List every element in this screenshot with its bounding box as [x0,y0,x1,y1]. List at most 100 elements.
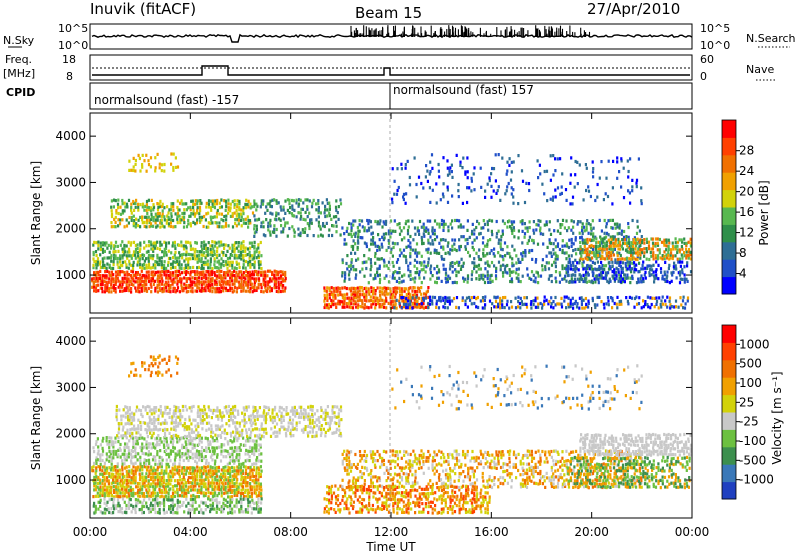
heat-cell [154,166,157,170]
heat-cell [214,476,217,480]
heat-cell [256,466,259,470]
heat-cell [509,225,512,229]
heat-cell [508,163,511,167]
heat-cell [488,218,491,222]
heat-cell [194,247,197,252]
heat-cell [277,280,280,284]
freq-label: Freq. [5,53,32,66]
heat-cell [104,276,107,280]
heat-cell [160,471,163,475]
heat-cell [302,230,305,234]
heat-cell [192,206,195,210]
heat-cell [137,283,140,287]
heat-cell [570,254,573,258]
heat-cell [150,243,153,247]
heat-cell [226,505,229,509]
heat-cell [670,305,673,309]
heat-cell [343,242,346,246]
heat-cell [357,232,360,237]
heat-cell [638,229,641,233]
heat-cell [335,305,338,309]
heat-cell [215,277,218,281]
heat-cell [128,168,131,172]
heat-cell [249,260,252,264]
heat-cell [184,472,187,476]
heat-cell [312,198,315,202]
heat-cell [138,478,142,482]
heat-cell [381,235,384,239]
heat-cell [312,234,315,238]
heat-cell [123,481,126,485]
heat-cell [250,468,254,472]
heat-cell [460,235,463,239]
heat-cell [350,267,353,271]
heat-cell [563,299,566,303]
heat-cell [175,259,178,263]
heat-cell [183,211,186,215]
heat-cell [224,475,227,479]
heat-cell [413,286,416,290]
heat-cell [682,295,685,299]
heat-cell [255,277,258,281]
heat-cell [528,235,531,239]
heat-cell [167,482,170,486]
heat-cell [112,468,115,472]
heat-cell [626,276,629,280]
heat-cell [145,490,148,494]
heat-cell [228,264,231,268]
heat-cell [475,225,478,230]
heat-cell [279,289,282,294]
heat-cell [496,295,499,299]
heat-cell [260,494,263,498]
heat-cell [674,254,677,258]
heat-cell [244,475,247,479]
heat-cell [185,481,188,485]
heat-cell [344,273,347,277]
heat-cell [196,202,199,206]
heat-cell [145,263,148,267]
heat-cell [106,485,109,489]
heat-cell [416,260,419,264]
heat-cell [132,472,135,477]
heat-cell [473,295,476,299]
heat-cell [554,295,557,300]
date-title: 27/Apr/2010 [587,0,680,18]
heat-cell [466,277,470,281]
heat-cell [355,258,358,262]
heat-cell [406,228,410,233]
heat-cell [228,283,231,287]
heat-cell [344,296,347,300]
heat-cell [560,185,563,189]
heat-cell [670,271,673,275]
heat-cell [585,188,588,193]
heat-cell [156,482,160,486]
heat-cell [115,274,118,278]
heat-cell [108,466,111,470]
heat-cell [173,286,176,291]
heat-cell [214,491,217,495]
heat-cell [418,303,421,307]
heat-cell [628,191,631,195]
heat-cell [350,234,353,239]
heat-cell [178,256,181,260]
heat-cell [486,222,489,227]
heat-cell [134,273,137,277]
heat-cell [441,192,445,196]
heat-cell [116,469,119,473]
heat-cell [407,238,410,243]
heat-cell [229,206,232,210]
heat-cell [658,248,661,252]
heat-cell [539,172,542,176]
heat-cell [204,280,207,284]
heat-cell [363,306,366,310]
heat-cell [150,501,153,505]
heat-cell [211,221,214,225]
heat-cell [279,283,282,287]
heat-cell [567,302,570,306]
heat-cell [114,225,117,229]
heat-cell [262,277,265,281]
heat-cell [527,239,530,243]
heat-cell [229,286,232,290]
heat-cell [141,163,144,167]
heat-cell [227,469,230,473]
